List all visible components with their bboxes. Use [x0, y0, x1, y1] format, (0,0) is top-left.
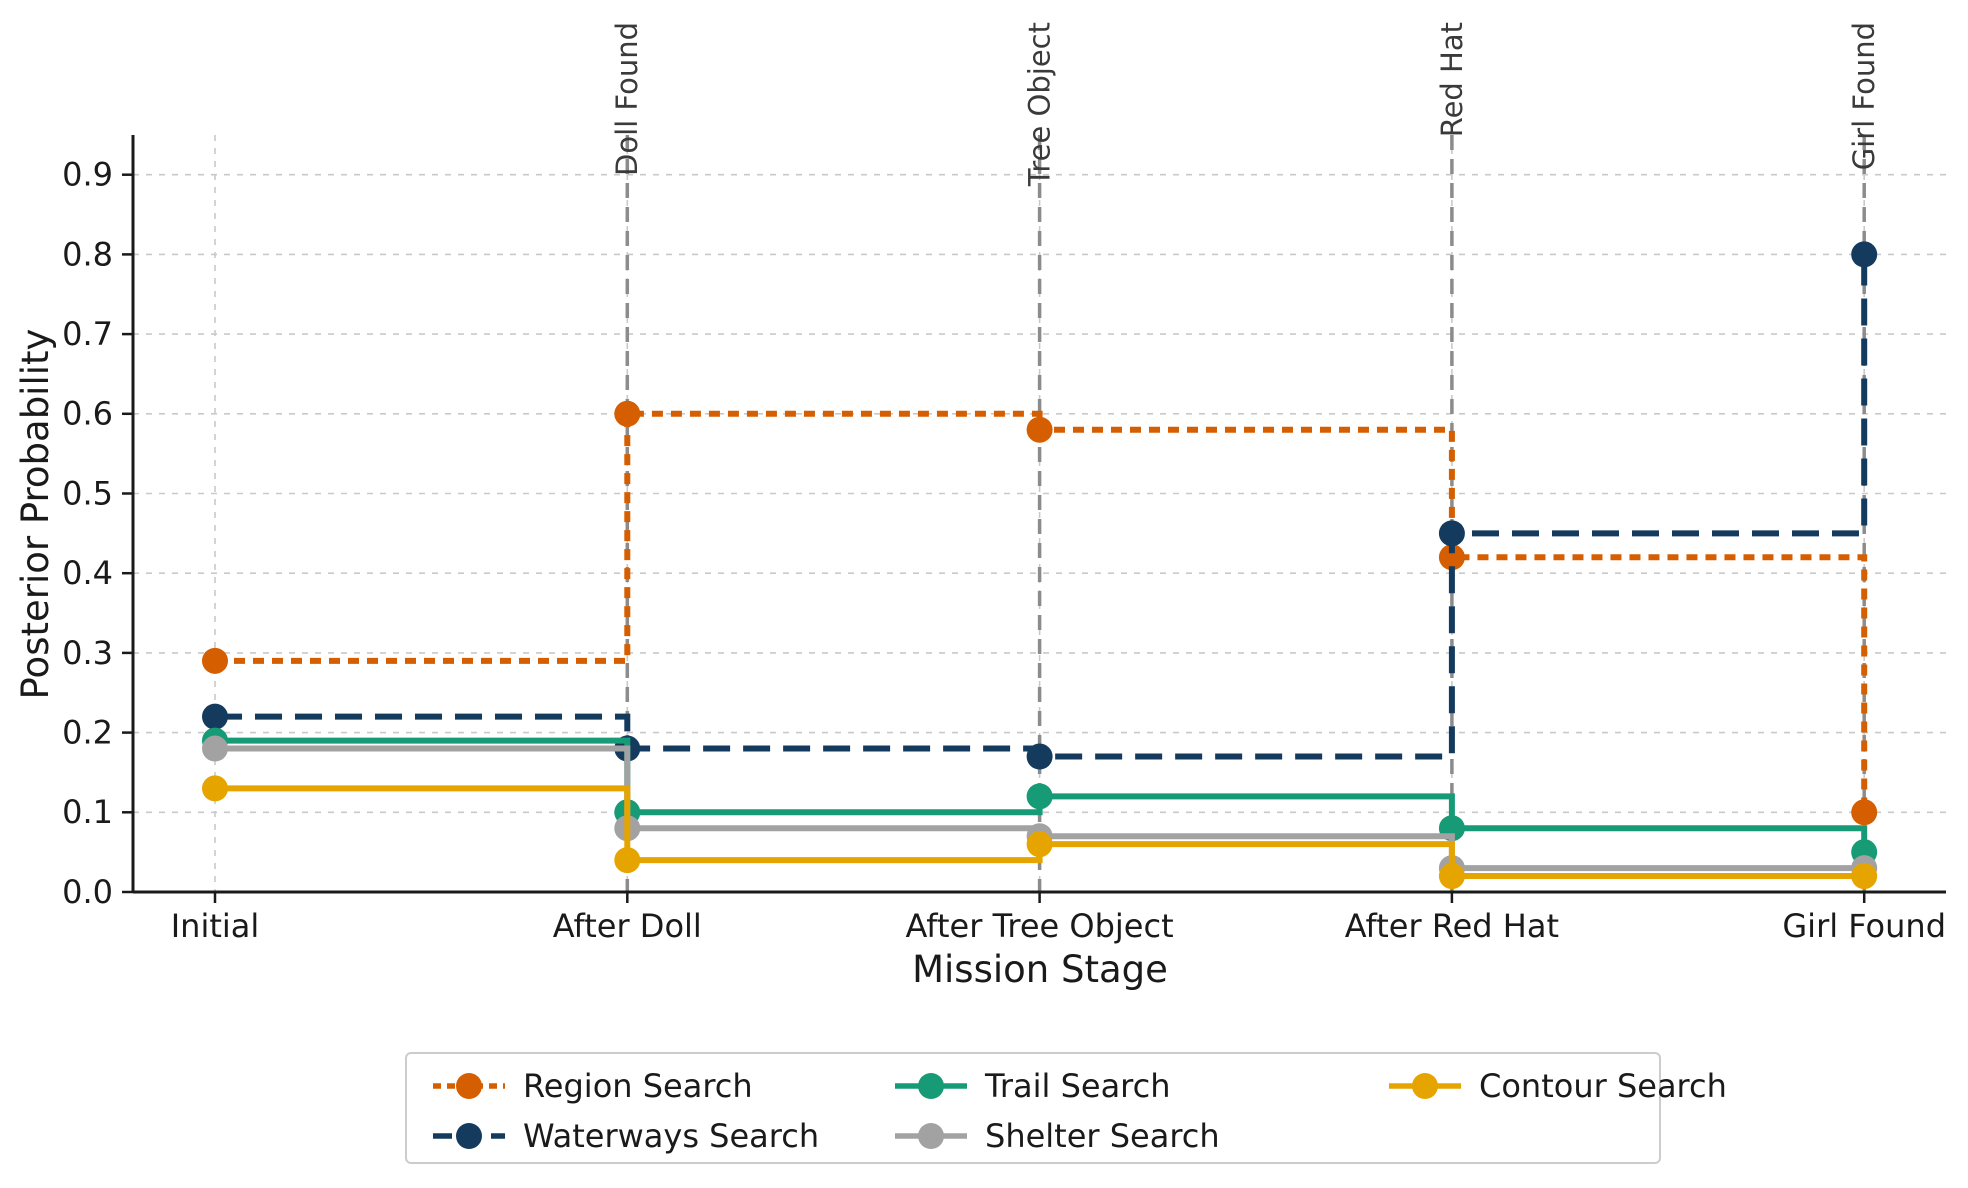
- legend-marker-icon: [1389, 1072, 1461, 1099]
- x-tick-label: Initial: [171, 907, 260, 945]
- y-tick-label: 0.5: [62, 474, 113, 512]
- legend-item: Contour Search: [1387, 1063, 1727, 1108]
- data-point-marker: [202, 647, 228, 674]
- data-point-marker: [614, 400, 641, 427]
- x-tick-label: Girl Found: [1782, 907, 1946, 945]
- y-tick-label: 0.7: [62, 315, 113, 353]
- data-point-marker: [1851, 799, 1878, 826]
- event-annotation: Tree Object: [1022, 22, 1056, 187]
- data-point-marker: [202, 703, 228, 730]
- legend-label: Shelter Search: [985, 1116, 1220, 1155]
- data-point-marker: [1026, 743, 1053, 770]
- x-axis-label: Mission Stage: [912, 948, 1168, 991]
- data-point-marker: [1438, 544, 1465, 571]
- event-annotation: Doll Found: [610, 22, 644, 176]
- data-point-marker: [1851, 241, 1878, 268]
- data-point-marker: [1026, 831, 1053, 858]
- data-point-marker: [1851, 863, 1878, 890]
- legend-item: Waterways Search: [431, 1113, 893, 1158]
- legend-item: Shelter Search: [893, 1113, 1387, 1158]
- y-tick-label: 0.1: [62, 793, 113, 831]
- y-tick-label: 0.9: [62, 156, 113, 194]
- y-tick-label: 0.4: [62, 554, 113, 592]
- legend-marker-icon: [895, 1072, 967, 1099]
- y-tick-label: 0.3: [62, 634, 113, 672]
- y-tick-label: 0.8: [62, 235, 113, 273]
- legend-marker-icon: [895, 1122, 967, 1149]
- legend-item: Region Search: [431, 1063, 893, 1108]
- y-tick-label: 0.2: [62, 713, 113, 751]
- data-point-marker: [1026, 783, 1053, 810]
- data-point-marker: [1026, 416, 1053, 443]
- y-tick-label: 0.0: [62, 873, 113, 911]
- legend-marker-icon: [433, 1122, 505, 1149]
- event-annotation: Red Hat: [1435, 22, 1469, 137]
- legend: Region Search Trail Search Contour Search W…: [405, 1052, 1727, 1164]
- legend-label: Contour Search: [1479, 1066, 1727, 1105]
- y-tick-label: 0.6: [62, 395, 113, 433]
- data-point-marker: [1438, 863, 1465, 890]
- legend-item: Trail Search: [893, 1063, 1387, 1108]
- y-axis-label: Posterior Probability: [14, 328, 57, 700]
- legend-label: Waterways Search: [523, 1116, 820, 1155]
- x-tick-label: After Doll: [553, 907, 702, 945]
- x-tick-label: After Tree Object: [906, 907, 1174, 945]
- legend-marker-icon: [433, 1072, 505, 1099]
- legend-label: Region Search: [523, 1066, 753, 1105]
- data-point-marker: [202, 735, 228, 762]
- data-point-marker: [1438, 520, 1465, 547]
- event-annotation: Girl Found: [1847, 22, 1881, 170]
- legend-label: Trail Search: [985, 1066, 1171, 1105]
- data-point-marker: [202, 775, 228, 802]
- data-point-marker: [614, 847, 641, 874]
- x-tick-label: After Red Hat: [1345, 907, 1559, 945]
